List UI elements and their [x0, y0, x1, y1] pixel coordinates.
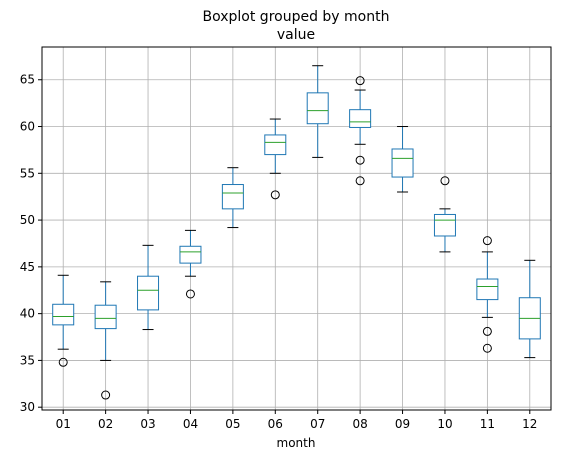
flier-point: [355, 176, 365, 186]
box-iqr: [264, 134, 287, 156]
flier-point: [355, 76, 365, 86]
box-group: [52, 274, 75, 367]
y-tick-label: 55: [20, 166, 35, 180]
y-tick-label: 45: [20, 260, 35, 274]
flier-point: [270, 190, 280, 200]
box-group: [476, 236, 499, 353]
flier-point: [101, 390, 111, 400]
y-tick-label: 60: [20, 120, 35, 134]
x-tick-label: 03: [140, 417, 155, 431]
x-tick-label: 06: [268, 417, 283, 431]
box-iqr: [349, 109, 372, 128]
box-iqr: [476, 278, 499, 301]
flier-point: [482, 343, 492, 353]
box-iqr: [94, 304, 117, 330]
x-tick-label: 08: [352, 417, 367, 431]
flier-point: [185, 289, 195, 299]
axis-ticks: 30 35 40 45 50 55 60 65 01 02 03 04 05 06 07 08 09 10 11 12: [20, 73, 538, 431]
box-iqr: [433, 213, 456, 237]
x-axis-label: month: [277, 436, 316, 450]
flier-point: [482, 236, 492, 246]
box-iqr: [221, 184, 244, 210]
box-group: [306, 65, 329, 158]
box-iqr: [52, 303, 75, 326]
flier-point: [355, 155, 365, 165]
x-tick-label: 02: [98, 417, 113, 431]
y-tick-label: 40: [20, 307, 35, 321]
y-tick-label: 65: [20, 73, 35, 87]
box-group: [264, 118, 287, 200]
box-group: [137, 244, 160, 331]
x-tick-label: 07: [310, 417, 325, 431]
box-group: [391, 126, 414, 193]
flier-point: [482, 326, 492, 336]
x-tick-label: 04: [183, 417, 198, 431]
flier-point: [440, 176, 450, 186]
y-tick-label: 35: [20, 353, 35, 367]
box-group: [518, 259, 541, 359]
x-tick-label: 09: [395, 417, 410, 431]
flier-point: [58, 357, 68, 367]
x-tick-label: 11: [480, 417, 495, 431]
y-tick-label: 50: [20, 213, 35, 227]
box-iqr: [306, 92, 329, 125]
box-group: [221, 167, 244, 229]
box-group: [433, 176, 456, 253]
box-iqr: [179, 245, 202, 264]
y-tick-label: 30: [20, 400, 35, 414]
plot-frame: [41, 46, 552, 411]
boxes: [52, 65, 541, 400]
x-tick-label: 12: [522, 417, 537, 431]
box-group: [349, 76, 372, 186]
box-iqr: [137, 275, 160, 311]
x-tick-label: 01: [56, 417, 71, 431]
x-tick-label: 05: [225, 417, 240, 431]
box-iqr: [391, 148, 414, 178]
chart-subtitle: value: [277, 27, 315, 43]
box-group: [179, 229, 202, 299]
chart-title: Boxplot grouped by month: [203, 9, 390, 25]
box-group: [94, 281, 117, 400]
x-tick-label: 10: [437, 417, 452, 431]
